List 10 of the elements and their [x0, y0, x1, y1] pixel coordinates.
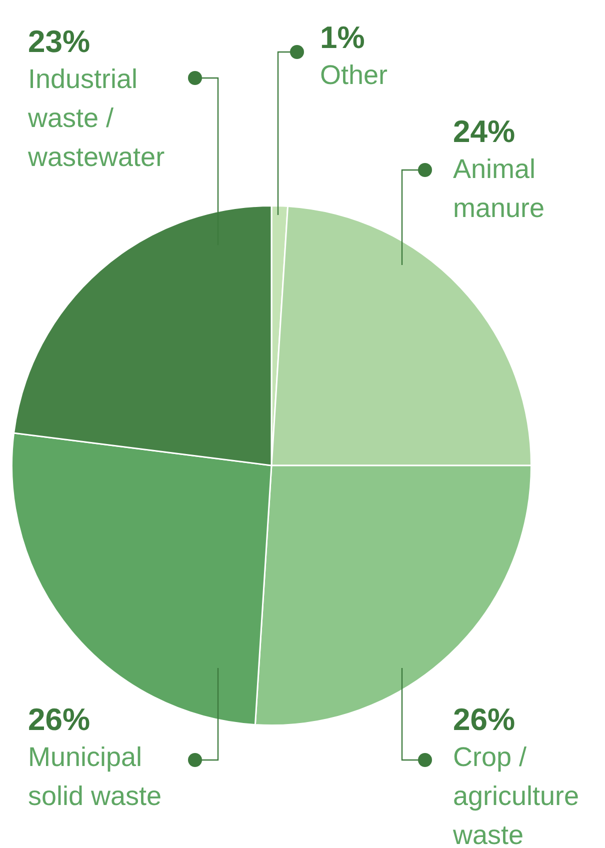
- slice-label: Other: [320, 60, 388, 90]
- slice-label: Municipal solid waste: [28, 742, 162, 811]
- data-label: 24%: [453, 114, 516, 149]
- slice-label: Crop / agriculture waste: [452, 742, 580, 848]
- data-label: 23%: [28, 24, 90, 59]
- slice-label: Animal manure: [453, 154, 545, 223]
- slice-label: Industrial waste / wastewater: [27, 64, 165, 172]
- data-label: 1%: [320, 20, 365, 55]
- data-label: 26%: [28, 702, 90, 737]
- data-label: 26%: [453, 702, 516, 737]
